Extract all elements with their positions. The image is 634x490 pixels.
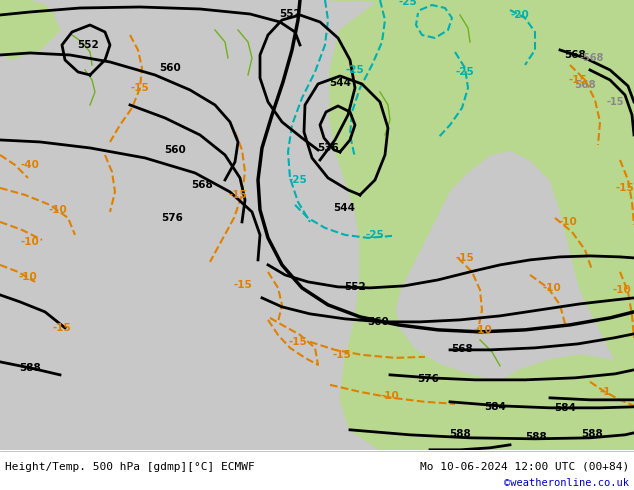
Text: -15: -15 [229,190,247,200]
Text: Mo 10-06-2024 12:00 UTC (00+84): Mo 10-06-2024 12:00 UTC (00+84) [420,462,629,472]
Text: -25: -25 [399,0,417,7]
Text: -25: -25 [288,175,307,185]
Text: -10: -10 [474,325,493,335]
Text: 544: 544 [333,203,355,213]
Text: 576: 576 [417,374,439,384]
Text: 584: 584 [484,402,506,412]
Text: -15: -15 [233,280,252,290]
Text: 536: 536 [317,143,339,153]
Text: -10: -10 [21,237,39,247]
Text: 588: 588 [581,429,603,439]
Text: -20: -20 [510,10,529,20]
Text: -10: -10 [380,391,399,401]
Text: 568: 568 [451,344,473,354]
Polygon shape [445,5,540,50]
Text: 584: 584 [554,403,576,413]
Polygon shape [480,355,634,450]
Text: -15: -15 [53,323,72,333]
Text: -10: -10 [18,272,37,282]
Polygon shape [0,0,55,35]
Text: -15: -15 [606,97,624,107]
Text: 560: 560 [367,317,389,327]
Text: -10: -10 [543,283,561,293]
Text: ©weatheronline.co.uk: ©weatheronline.co.uk [504,478,629,488]
Text: -15: -15 [569,75,587,85]
Polygon shape [330,0,634,450]
Text: 588: 588 [19,363,41,373]
Text: 552: 552 [344,282,366,292]
Text: 568: 568 [564,50,586,60]
Text: 552: 552 [77,40,99,50]
Polygon shape [430,380,510,450]
Text: -10: -10 [559,217,578,227]
Text: 568: 568 [574,80,596,90]
Text: 560: 560 [164,145,186,155]
Text: -40: -40 [20,160,39,170]
Text: -25: -25 [366,230,384,240]
Polygon shape [365,125,450,200]
Polygon shape [330,0,634,50]
Text: -15: -15 [288,337,307,347]
Polygon shape [0,0,60,60]
Text: Height/Temp. 500 hPa [gdmp][°C] ECMWF: Height/Temp. 500 hPa [gdmp][°C] ECMWF [5,462,255,472]
Text: -25: -25 [456,67,474,77]
Text: -568: -568 [580,53,604,63]
Text: -15: -15 [333,350,351,360]
Text: 576: 576 [161,213,183,223]
Text: -25: -25 [346,65,365,75]
Text: 560: 560 [159,63,181,73]
Text: 552: 552 [279,9,301,19]
Text: -15: -15 [456,253,474,263]
Text: -10: -10 [612,285,631,295]
Text: 568: 568 [191,180,213,190]
Text: 544: 544 [329,78,351,88]
Text: -15: -15 [616,183,634,193]
Text: 588: 588 [525,432,547,442]
Text: -10: -10 [49,205,67,215]
Text: -15: -15 [131,83,150,93]
Text: 588: 588 [449,429,471,439]
Text: -1: -1 [599,387,611,397]
